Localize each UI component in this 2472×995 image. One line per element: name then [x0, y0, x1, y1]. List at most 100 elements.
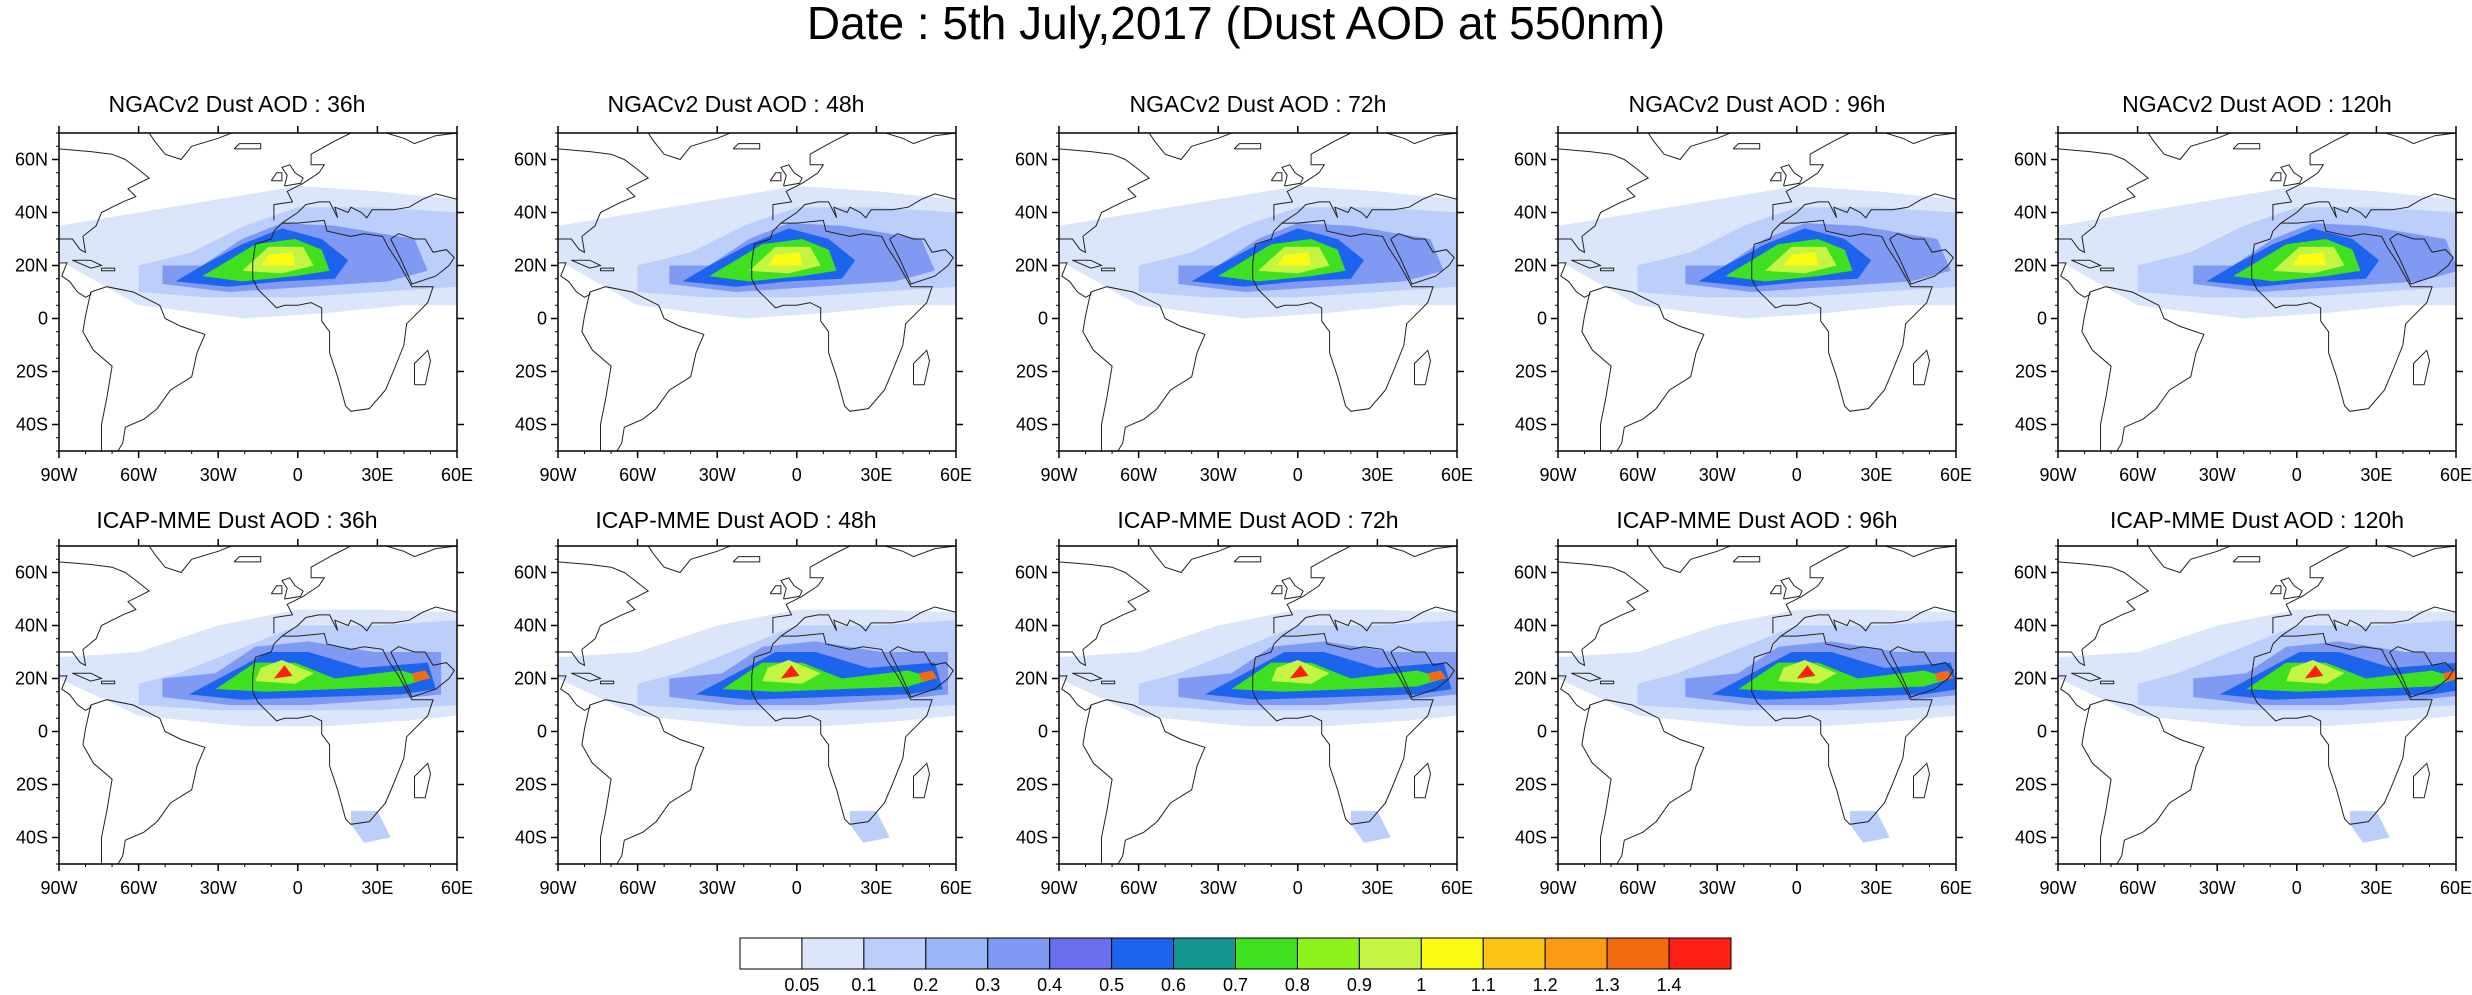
coastline: [2232, 556, 2261, 563]
lon-tick-label: 30W: [1699, 878, 1736, 898]
coastline: [558, 561, 650, 667]
lat-tick-label: 60N: [1514, 150, 1547, 170]
lat-tick-label: 0: [38, 722, 48, 742]
coastline: [2071, 672, 2102, 682]
dust-aod-contour: [1289, 665, 1309, 679]
coastline: [772, 133, 956, 221]
coastline: [252, 219, 434, 412]
coastline: [732, 143, 761, 150]
coastline: [2058, 675, 2091, 711]
dust-aod-contour: [260, 252, 296, 266]
lon-tick-label: 0: [1293, 878, 1303, 898]
dust-aod-contour: [780, 665, 800, 679]
coastline: [414, 762, 432, 799]
coastline: [558, 148, 650, 254]
dust-aod-contour: [1427, 670, 1447, 682]
dust-aod-contour: [2304, 665, 2324, 679]
dust-aod-contour: [273, 665, 293, 679]
lon-tick-label: 90W: [1539, 465, 1576, 485]
lat-tick-label: 60N: [15, 563, 48, 583]
coastline: [772, 546, 956, 634]
coastline: [233, 556, 262, 563]
lat-tick-label: 20N: [1514, 669, 1547, 689]
coastline: [2071, 259, 2102, 269]
coastline: [751, 219, 933, 412]
coastline: [1732, 143, 1761, 150]
lat-tick-label: 40N: [514, 203, 547, 223]
coastline: [1252, 219, 1434, 412]
lon-tick-label: 0: [2292, 465, 2302, 485]
coastline: [1889, 646, 1954, 698]
coastline: [1148, 133, 1233, 161]
lat-tick-label: 20S: [1016, 775, 1048, 795]
lon-tick-label: 30W: [200, 878, 237, 898]
coastline: [1252, 632, 1434, 825]
coastline: [1059, 148, 1151, 254]
coastline: [769, 585, 782, 595]
coastline: [2081, 699, 2205, 864]
map-panel: 60N 40N 20N 0 20S 40S 90W 60W 30W 0 30E 60E: [1015, 539, 1473, 898]
figure-title: Date : 5th July,2017 (Dust AOD at 550nm): [806, 0, 1666, 49]
coastline: [281, 606, 457, 637]
coastline: [1772, 133, 1956, 221]
coastline: [1913, 762, 1931, 799]
lon-tick-label: 30W: [699, 878, 736, 898]
coastline: [913, 349, 931, 386]
coastline: [281, 193, 457, 224]
lon-tick-label: 0: [293, 465, 303, 485]
lon-tick-label: 30E: [860, 878, 892, 898]
coastline: [1281, 164, 1304, 187]
coastline: [2058, 148, 2150, 254]
dust-aod-contour: [411, 670, 431, 682]
colorbar-label: 0.4: [1037, 975, 1063, 995]
coastline: [2269, 585, 2282, 595]
lon-tick-label: 60W: [120, 878, 157, 898]
coastline: [2100, 267, 2115, 272]
coastline: [1072, 259, 1103, 269]
map-panel: 60N 40N 20N 0 20S 40S 90W 60W 30W 0 30E 60E: [15, 539, 473, 898]
lon-tick-label: 0: [1792, 465, 1802, 485]
lon-tick-label: 0: [1293, 465, 1303, 485]
lat-tick-label: 40S: [1016, 415, 1048, 435]
lon-tick-label: 30W: [2199, 878, 2236, 898]
coastline: [1059, 262, 1092, 298]
lat-tick-label: 20N: [15, 669, 48, 689]
panel-title: NGACv2 Dust AOD : 120h: [2122, 91, 2392, 117]
lat-tick-label: 60N: [1015, 563, 1048, 583]
coastline: [751, 632, 933, 825]
coastline: [2280, 193, 2456, 224]
panel-title: ICAP-MME Dust AOD : 36h: [96, 507, 378, 533]
lat-tick-label: 60N: [1015, 150, 1048, 170]
coastline: [1558, 675, 1591, 711]
coastline: [2100, 680, 2115, 685]
coastline: [581, 699, 705, 864]
coastline: [780, 577, 803, 600]
dust-aod-contour: [849, 811, 890, 843]
dust-aod-contour: [1796, 665, 1816, 679]
coastline: [2413, 349, 2431, 386]
lon-tick-label: 30W: [2199, 465, 2236, 485]
lat-tick-label: 20S: [1515, 362, 1547, 382]
dust-aod-contour: [767, 252, 803, 266]
coastline: [148, 133, 233, 161]
lon-tick-label: 90W: [1539, 878, 1576, 898]
coastline: [1769, 585, 1782, 595]
coastline: [1101, 267, 1116, 272]
coastline: [1390, 233, 1455, 285]
colorbar-label: 0.2: [913, 975, 939, 995]
coastline: [2081, 286, 2205, 451]
coastline: [2147, 546, 2232, 574]
lon-tick-label: 30E: [361, 878, 393, 898]
coastline: [1913, 349, 1931, 386]
coastline: [59, 262, 92, 298]
coastline: [600, 267, 615, 272]
coastline: [101, 267, 116, 272]
coastline: [647, 546, 732, 574]
lon-tick-label: 60E: [441, 465, 473, 485]
coastline: [1101, 680, 1116, 685]
coastline: [2389, 233, 2454, 285]
lat-tick-label: 20S: [2015, 362, 2047, 382]
lon-tick-label: 90W: [1040, 878, 1077, 898]
lat-tick-label: 40S: [16, 828, 48, 848]
panel-title: NGACv2 Dust AOD : 72h: [1129, 91, 1387, 117]
